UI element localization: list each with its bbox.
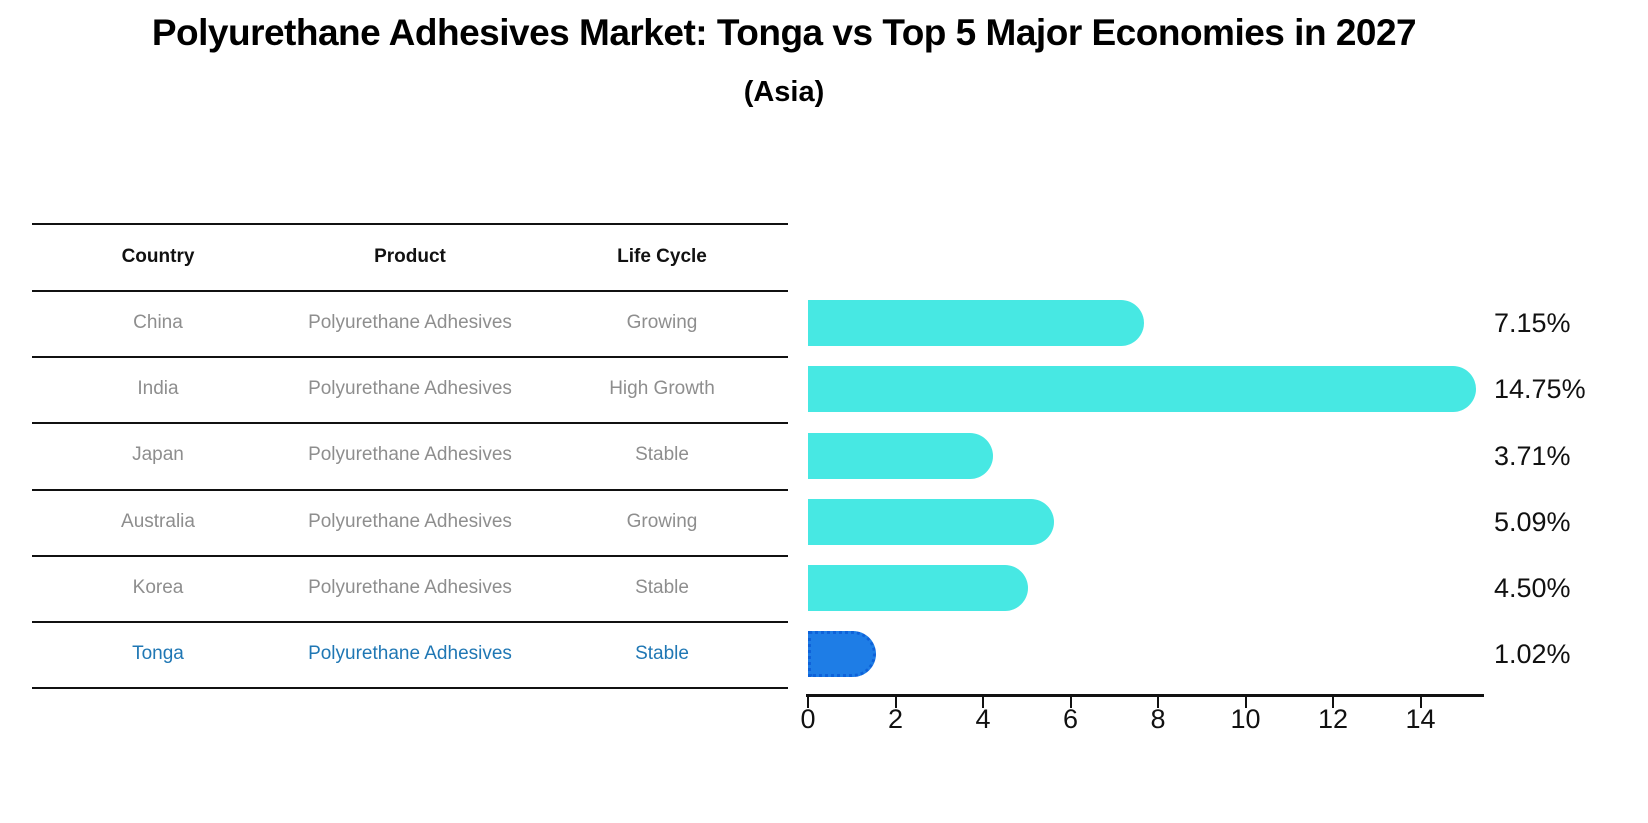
row-product-cell: Polyurethane Adhesives	[308, 378, 512, 400]
bar	[808, 366, 1477, 413]
table-row: Korea Polyurethane Adhesives Stable	[32, 555, 788, 621]
table-rule	[32, 356, 788, 359]
x-tick-label: 0	[800, 704, 816, 734]
x-axis-line	[806, 694, 1484, 697]
row-country-cell: Korea	[132, 576, 184, 598]
table-rule	[32, 290, 788, 292]
row-country-cell: Japan	[132, 444, 184, 466]
row-life-cycle-cell: High Growth	[609, 378, 715, 400]
column-header-country: Country	[121, 245, 195, 267]
x-tick-mark	[1419, 697, 1422, 708]
row-country-cell: China	[133, 312, 183, 334]
table-rule	[32, 621, 788, 623]
table-rule	[32, 687, 788, 690]
bar	[808, 300, 1144, 347]
row-life-cycle-cell: Growing	[626, 312, 698, 334]
table-rule	[32, 422, 788, 425]
row-product-cell: Polyurethane Adhesives	[308, 643, 512, 665]
table-row: Australia Polyurethane Adhesives Growing	[32, 489, 788, 555]
x-tick-mark	[807, 697, 809, 708]
table-row: China Polyurethane Adhesives Growing	[32, 290, 788, 356]
bar	[808, 498, 1054, 545]
row-product-cell: Polyurethane Adhesives	[308, 312, 512, 334]
bar-value-label: 14.75%	[1494, 374, 1586, 405]
row-product-cell: Polyurethane Adhesives	[308, 510, 512, 532]
row-country-cell: Australia	[121, 510, 195, 532]
row-product-cell: Polyurethane Adhesives	[308, 576, 512, 598]
x-tick-label: 10	[1230, 704, 1261, 734]
x-tick-label: 6	[1062, 704, 1079, 734]
x-tick-label: 8	[1150, 704, 1166, 734]
x-tick-mark	[1157, 697, 1159, 708]
bar-value-label: 3.71%	[1494, 440, 1571, 471]
bar-value-label: 7.15%	[1494, 308, 1571, 339]
table-row: Japan Polyurethane Adhesives Stable	[32, 422, 788, 488]
table-row: Tonga Polyurethane Adhesives Stable	[32, 621, 788, 687]
row-country-cell: India	[137, 378, 179, 400]
bar-highlight-tonga	[808, 631, 876, 678]
row-product-cell: Polyurethane Adhesives	[308, 444, 512, 466]
row-life-cycle-cell: Stable	[635, 643, 689, 665]
table-rule	[32, 488, 788, 491]
chart-title: Polyurethane Adhesives Market: Tonga vs …	[151, 12, 1417, 53]
table-row: India Polyurethane Adhesives High Growth	[32, 356, 788, 422]
x-tick-label: 4	[975, 704, 991, 734]
column-header-life-cycle: Life Cycle	[617, 245, 707, 267]
table-rule	[32, 223, 788, 225]
x-tick-mark	[894, 697, 897, 708]
row-life-cycle-cell: Stable	[635, 444, 689, 466]
bar-value-label: 5.09%	[1494, 506, 1571, 537]
bar	[808, 432, 994, 479]
row-life-cycle-cell: Growing	[626, 510, 698, 532]
bar	[808, 564, 1028, 611]
x-tick-mark	[1244, 697, 1247, 708]
bar-value-label: 4.50%	[1494, 572, 1571, 603]
row-country-cell: Tonga	[132, 643, 184, 665]
x-tick-mark	[982, 697, 984, 708]
x-tick-mark	[1069, 697, 1072, 708]
table-header-row: Country Product Life Cycle	[32, 223, 788, 290]
x-tick-label: 2	[887, 704, 904, 734]
table-rule	[32, 554, 788, 557]
row-life-cycle-cell: Stable	[635, 576, 689, 598]
column-header-product: Product	[374, 245, 446, 267]
x-tick-mark	[1332, 697, 1334, 708]
bar-value-label: 1.02%	[1494, 639, 1571, 670]
chart-subtitle: (Asia)	[743, 76, 825, 108]
x-tick-label: 12	[1317, 704, 1349, 734]
x-tick-label: 14	[1405, 704, 1436, 734]
